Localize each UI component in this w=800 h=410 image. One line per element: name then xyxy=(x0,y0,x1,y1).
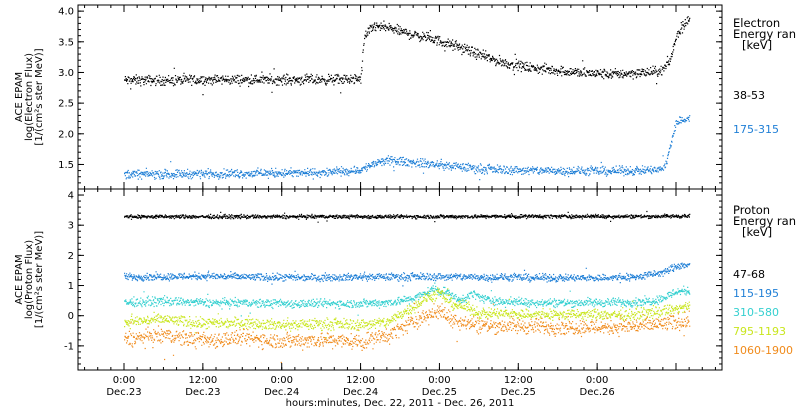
data-points xyxy=(124,262,691,287)
legend-title: Proton xyxy=(733,203,770,217)
data-points xyxy=(124,115,691,181)
data-points xyxy=(124,210,691,223)
series-115-195 xyxy=(124,262,691,287)
y-tick-label: 2.5 xyxy=(58,99,74,110)
y-tick-label: 3.0 xyxy=(58,68,74,79)
y-tick-label: 0 xyxy=(68,311,74,322)
x-tick-label-time: 0:00 xyxy=(113,375,135,386)
x-tick-label-time: 0:00 xyxy=(428,375,450,386)
proton-panel: -1 0 1 2 3 4 ACE EPAM log(Proton Flux) [1/(cm²s … xyxy=(14,188,796,371)
x-tick-label-date: Dec.23 xyxy=(185,387,220,398)
series-38-53 xyxy=(124,16,691,96)
legend-title: Energy ran xyxy=(733,214,796,228)
y-tick-label: 2.0 xyxy=(58,129,74,140)
legend-entry: 795-1193 xyxy=(733,325,786,338)
legend-entry: 175-315 xyxy=(733,123,779,136)
legend-title: Energy ran xyxy=(733,27,796,41)
x-tick-label-date: Dec.26 xyxy=(580,387,615,398)
y-tick-label: 4 xyxy=(68,191,74,202)
legend-title: [keV] xyxy=(742,38,772,52)
x-tick-label-date: Dec.25 xyxy=(422,387,457,398)
legend-entry: 47-68 xyxy=(733,268,765,281)
x-tick-label-date: Dec.23 xyxy=(106,387,141,398)
y-axis-title: [1/(cm²s ster MeV)] xyxy=(34,231,45,328)
series-175-315 xyxy=(124,115,691,181)
y-axis-title: ACE EPAM xyxy=(14,254,25,304)
x-tick-label-date: Dec.24 xyxy=(343,387,378,398)
x-tick-label-time: 12:00 xyxy=(346,375,375,386)
legend-entry: 1060-1900 xyxy=(733,344,793,357)
series-47-68 xyxy=(124,210,691,223)
x-tick-label-time: 12:00 xyxy=(504,375,533,386)
y-tick-label: 1.5 xyxy=(58,160,74,171)
y-tick-label: 3 xyxy=(68,221,74,232)
y-axis-title: log(Electron Flux) xyxy=(24,53,35,141)
legend-entry: 115-195 xyxy=(733,287,779,300)
y-tick-label: -1 xyxy=(64,341,74,352)
y-tick-label: 1 xyxy=(68,281,74,292)
x-tick-label-time: 0:00 xyxy=(586,375,608,386)
y-axis-title: [1/(cm²s ster MeV)] xyxy=(34,48,45,145)
legend-entry: 310-580 xyxy=(733,306,779,319)
x-tick-label-time: 12:00 xyxy=(188,375,217,386)
y-axis-title: log(Proton Flux) xyxy=(24,240,35,319)
electron-panel: 1.5 2.0 2.5 3.0 3.5 4.0 ACE EPAM log(Electron F… xyxy=(14,4,796,190)
y-tick-label: 2 xyxy=(68,251,74,262)
legend-title: [keV] xyxy=(742,225,772,239)
x-tick-label-time: 0:00 xyxy=(270,375,292,386)
x-tick-label-date: Dec.24 xyxy=(264,387,299,398)
x-tick-label-date: Dec.25 xyxy=(501,387,536,398)
y-tick-label: 3.5 xyxy=(58,37,74,48)
data-points xyxy=(124,303,691,364)
data-points xyxy=(124,16,691,96)
x-axis-title: hours:minutes, Dec. 22, 2011 - Dec. 26, … xyxy=(286,398,515,409)
legend-entry: 38-53 xyxy=(733,89,765,102)
legend-title: Electron xyxy=(733,16,780,30)
series-1060-1900 xyxy=(124,303,691,364)
y-axis-title: ACE EPAM xyxy=(14,72,25,122)
y-tick-label: 4.0 xyxy=(58,7,74,18)
